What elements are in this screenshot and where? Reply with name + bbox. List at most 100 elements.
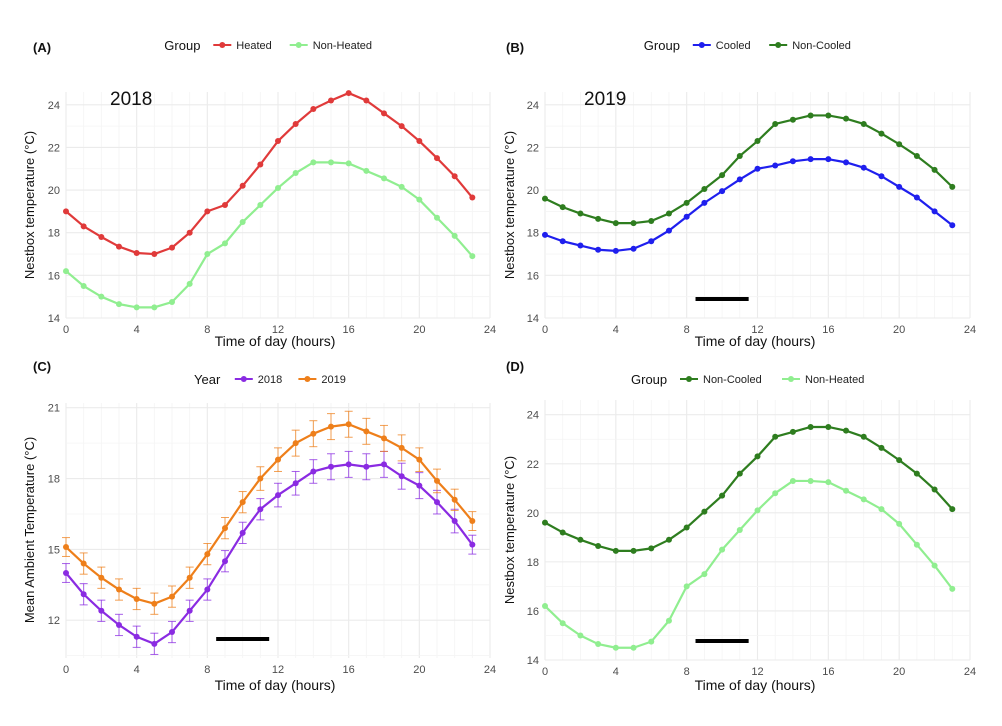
y-tick-label: 22 (527, 142, 539, 154)
x-tick-label: 4 (134, 664, 140, 676)
data-point (949, 183, 956, 190)
y-axis-title: Nestbox temperature (°C) (502, 456, 517, 604)
data-point (381, 435, 387, 442)
data-point (63, 570, 69, 576)
data-point (683, 524, 690, 531)
y-tick-label: 20 (527, 185, 539, 197)
data-point (577, 210, 584, 217)
data-point (345, 421, 352, 428)
data-point (469, 194, 476, 201)
data-point (116, 243, 122, 250)
x-tick-label: 20 (893, 666, 905, 678)
data-point (345, 90, 352, 97)
data-point (151, 600, 158, 607)
y-tick-label: 18 (527, 228, 539, 240)
data-point (292, 480, 299, 487)
data-point (754, 507, 761, 514)
data-point (363, 167, 370, 174)
data-point (949, 585, 956, 592)
data-point (949, 506, 956, 513)
data-point (292, 170, 299, 177)
x-tick-label: 4 (134, 324, 140, 336)
data-point (719, 546, 726, 553)
y-tick-label: 16 (527, 270, 539, 282)
series-line (65, 423, 474, 605)
legend-key-point (775, 42, 782, 48)
data-point (451, 518, 458, 525)
data-point (151, 304, 158, 311)
data-point (398, 444, 405, 451)
data-point (328, 159, 334, 166)
data-point (310, 159, 317, 166)
data-point (542, 231, 548, 238)
series-line (544, 114, 954, 225)
data-point (98, 293, 105, 300)
data-point (169, 244, 175, 251)
data-point (133, 249, 140, 256)
legend-title: Year (194, 372, 221, 387)
x-tick-label: 4 (613, 666, 619, 678)
data-point (559, 529, 566, 536)
series-line (65, 161, 474, 309)
data-point (257, 475, 264, 482)
x-tick-label: 8 (684, 324, 690, 336)
data-point (595, 246, 602, 253)
data-point (913, 470, 920, 477)
data-point (363, 428, 370, 435)
data-point (169, 299, 175, 306)
data-point (151, 251, 158, 258)
data-point (754, 453, 761, 460)
data-point (275, 456, 281, 463)
data-point (860, 433, 867, 440)
data-point (843, 115, 850, 122)
x-tick-label: 12 (751, 324, 763, 336)
grid (544, 400, 971, 661)
data-point (630, 245, 637, 252)
x-tick-label: 20 (413, 664, 425, 676)
data-point (328, 423, 334, 430)
data-point (310, 468, 317, 475)
data-point (434, 155, 440, 162)
data-point (772, 490, 779, 497)
panel-label: (B) (506, 40, 524, 55)
data-point (116, 301, 122, 308)
data-point (239, 182, 246, 189)
x-tick-label: 16 (343, 324, 355, 336)
data-point (807, 423, 814, 430)
x-tick-label: 12 (751, 666, 763, 678)
data-point (451, 232, 458, 239)
x-tick-label: 16 (822, 666, 834, 678)
legend: Group Heated Non-Heated (164, 38, 372, 53)
data-point (542, 603, 548, 610)
data-point (772, 433, 779, 440)
data-point (204, 208, 211, 215)
data-point (807, 156, 814, 163)
data-point (665, 617, 672, 624)
x-axis-title: Time of day (hours) (215, 333, 336, 349)
data-point (469, 518, 476, 525)
data-point (754, 165, 761, 172)
data-point (559, 204, 566, 211)
data-point (416, 138, 423, 145)
data-point (736, 470, 743, 477)
data-point (186, 607, 193, 614)
y-tick-label: 18 (527, 557, 539, 569)
data-point (843, 159, 850, 166)
y-axis-title: Mean Ambient Temperature (°C) (22, 437, 37, 623)
data-point (772, 162, 779, 169)
data-point (434, 499, 440, 506)
data-point (222, 202, 228, 208)
inset-year-label: 2018 (110, 89, 152, 110)
y-tick-label: 16 (48, 270, 60, 282)
panel-b: 0 4 8 12 16 20 24 14 16 18 20 22 24 Time of day (hour… (502, 38, 976, 349)
data-point (469, 541, 476, 548)
data-point (328, 97, 334, 104)
data-point (896, 520, 903, 527)
data-point (665, 227, 672, 234)
data-point (736, 176, 743, 183)
data-point (542, 195, 548, 202)
legend-title: Group (644, 38, 680, 53)
data-point (98, 574, 105, 581)
data-point (169, 593, 175, 600)
data-point (559, 238, 566, 245)
